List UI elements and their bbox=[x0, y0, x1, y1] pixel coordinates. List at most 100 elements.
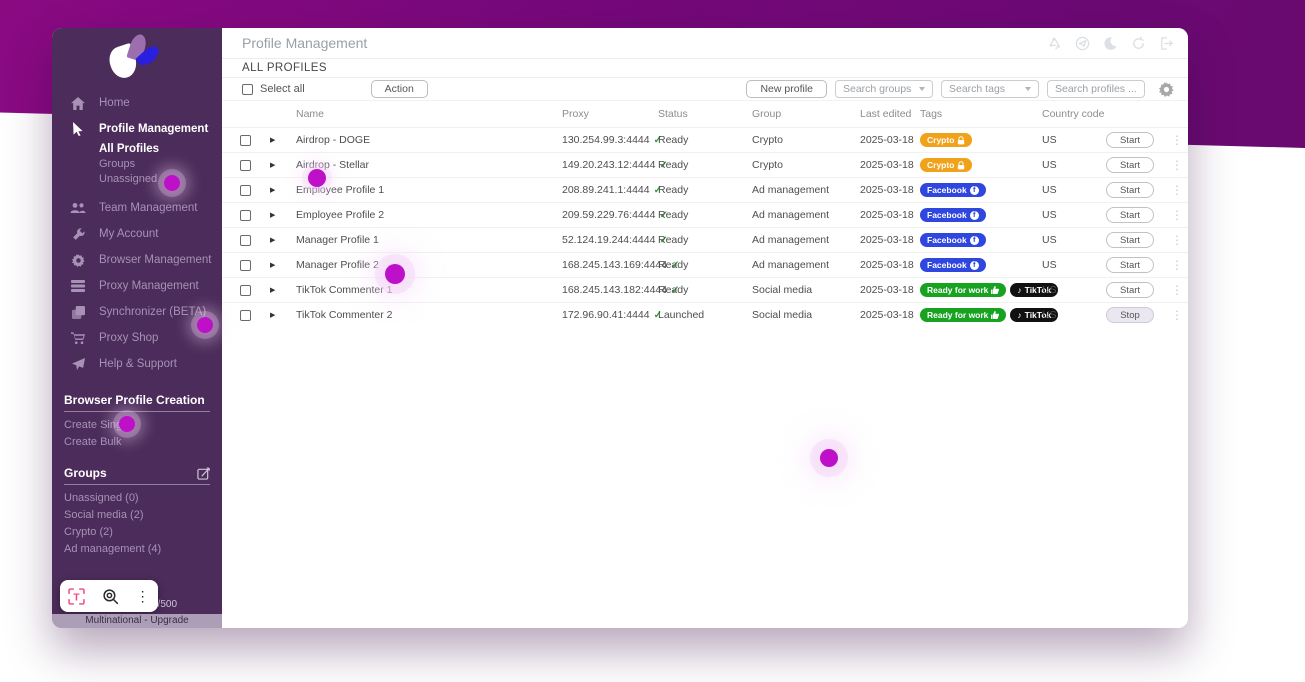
row-menu-icon[interactable]: ⋮ bbox=[1171, 158, 1183, 172]
expand-arrow-icon[interactable]: ▶ bbox=[270, 137, 276, 144]
sidebar-item-unassigned[interactable]: Unassigned bbox=[99, 173, 158, 185]
group-item-social-media[interactable]: Social media (2) bbox=[64, 508, 144, 521]
sidebar-item-all-profiles[interactable]: All Profiles bbox=[99, 143, 160, 155]
start-button[interactable]: Start bbox=[1106, 257, 1154, 273]
proxy-cell: 130.254.99.3:4444 ✓ bbox=[562, 134, 662, 146]
sidebar-item-create-bulk[interactable]: Create Bulk bbox=[64, 435, 122, 448]
col-status[interactable]: Status bbox=[658, 108, 688, 120]
row-menu-icon[interactable]: ⋮ bbox=[1171, 308, 1183, 322]
expand-arrow-icon[interactable]: ▶ bbox=[270, 262, 276, 269]
tags-cell: Crypto bbox=[920, 158, 1042, 172]
col-proxy[interactable]: Proxy bbox=[562, 108, 589, 120]
recycle-icon[interactable] bbox=[1047, 36, 1062, 51]
row-checkbox[interactable] bbox=[240, 309, 251, 321]
start-button[interactable]: Start bbox=[1106, 182, 1154, 198]
tags-cell: Ready for work ♪ TikTok bbox=[920, 283, 1059, 297]
select-all-checkbox[interactable] bbox=[242, 83, 253, 95]
last-edited: 2025-03-18 bbox=[860, 259, 914, 271]
start-button[interactable]: Start bbox=[1106, 157, 1154, 173]
start-button[interactable]: Start bbox=[1106, 132, 1154, 148]
tab-all-profiles[interactable]: ALL PROFILES bbox=[222, 58, 1188, 78]
sidebar-item-browser-management[interactable]: Browser Management bbox=[52, 247, 222, 273]
row-checkbox[interactable] bbox=[240, 259, 251, 271]
text-capture-icon[interactable]: T bbox=[68, 587, 86, 605]
new-profile-button[interactable]: New profile bbox=[746, 80, 827, 98]
group-item-ad-management[interactable]: Ad management (4) bbox=[64, 542, 162, 555]
stop-button[interactable]: Stop bbox=[1106, 307, 1154, 323]
start-button[interactable]: Start bbox=[1106, 207, 1154, 223]
wrench-icon bbox=[70, 227, 86, 241]
row-menu-icon[interactable]: ⋮ bbox=[1171, 133, 1183, 147]
click-marker bbox=[197, 317, 213, 333]
col-last-edited[interactable]: Last edited bbox=[860, 108, 912, 120]
telegram-icon[interactable] bbox=[1075, 36, 1090, 51]
expand-arrow-icon[interactable]: ▶ bbox=[270, 162, 276, 169]
sidebar-item-create-single[interactable]: Create Single bbox=[64, 418, 131, 431]
sidebar-item-team-management[interactable]: Team Management bbox=[52, 195, 222, 221]
table-row[interactable]: ▶ Employee Profile 2 209.59.229.76:4444 ✓… bbox=[222, 202, 1188, 227]
start-button[interactable]: Start bbox=[1106, 282, 1154, 298]
sidebar-item-proxy-management[interactable]: Proxy Management bbox=[52, 273, 222, 299]
row-checkbox[interactable] bbox=[240, 284, 251, 296]
col-name[interactable]: Name bbox=[296, 108, 325, 120]
row-menu-icon[interactable]: ⋮ bbox=[1171, 283, 1183, 297]
action-button[interactable]: Action bbox=[370, 80, 428, 98]
sidebar-item-help-support[interactable]: Help & Support bbox=[52, 351, 222, 377]
last-edited: 2025-03-18 bbox=[860, 309, 914, 321]
row-menu-icon[interactable]: ⋮ bbox=[1171, 258, 1183, 272]
search-tags-select[interactable]: Search tags bbox=[941, 80, 1039, 98]
expand-arrow-icon[interactable]: ▶ bbox=[270, 287, 276, 294]
group: Social media bbox=[752, 309, 813, 321]
table-row[interactable]: ▶ Airdrop - DOGE 130.254.99.3:4444 ✓ Read… bbox=[222, 127, 1188, 152]
row-checkbox[interactable] bbox=[240, 159, 251, 171]
col-group[interactable]: Group bbox=[752, 108, 782, 120]
table-row[interactable]: ▶ Employee Profile 1 208.89.241.1:4444 ✓ … bbox=[222, 177, 1188, 202]
tag-crypto: Crypto bbox=[920, 133, 973, 147]
dark-mode-moon-icon[interactable] bbox=[1103, 36, 1118, 51]
row-menu-icon[interactable]: ⋮ bbox=[1171, 208, 1183, 222]
row-checkbox[interactable] bbox=[240, 134, 251, 146]
capture-menu-icon[interactable]: ⋮ bbox=[135, 587, 150, 604]
sidebar-item-groups[interactable]: Groups bbox=[99, 158, 136, 170]
row-checkbox[interactable] bbox=[240, 234, 251, 246]
table-row[interactable]: ▶ TikTok Commenter 1 168.245.143.182:444… bbox=[222, 277, 1188, 302]
start-button[interactable]: Start bbox=[1106, 232, 1154, 248]
col-country[interactable]: Country code bbox=[1042, 108, 1105, 120]
table-settings-gear-icon[interactable] bbox=[1159, 81, 1174, 97]
row-menu-icon[interactable]: ⋮ bbox=[1171, 183, 1183, 197]
sidebar-item-profile-management[interactable]: Profile Management bbox=[52, 116, 222, 142]
profile-name: Manager Profile 2 bbox=[296, 259, 379, 271]
row-menu-icon[interactable]: ⋮ bbox=[1171, 233, 1183, 247]
sidebar-item-proxy-shop[interactable]: Proxy Shop bbox=[52, 325, 222, 351]
tag-facebook: Facebook f bbox=[920, 208, 986, 222]
last-edited: 2025-03-18 bbox=[860, 234, 914, 246]
table-row[interactable]: ▶ Manager Profile 2 168.245.143.169:4444… bbox=[222, 252, 1188, 277]
sidebar-item-home[interactable]: Home bbox=[52, 90, 222, 116]
col-tags[interactable]: Tags bbox=[920, 108, 943, 120]
search-lens-icon[interactable] bbox=[102, 588, 119, 605]
country-code: US bbox=[1042, 134, 1057, 146]
logout-icon[interactable] bbox=[1159, 36, 1174, 51]
row-checkbox[interactable] bbox=[240, 184, 251, 196]
expand-arrow-icon[interactable]: ▶ bbox=[270, 187, 276, 194]
search-groups-select[interactable]: Search groups bbox=[835, 80, 933, 98]
click-marker bbox=[385, 264, 405, 284]
sidebar-item-synchronizer[interactable]: Synchronizer (BETA) bbox=[52, 299, 222, 325]
table-row[interactable]: ▶ Airdrop - Stellar 149.20.243.12:4444 ✓ … bbox=[222, 152, 1188, 177]
table-row[interactable]: ▶ TikTok Commenter 2 172.96.90.41:4444 ✓ … bbox=[222, 302, 1188, 327]
refresh-icon[interactable] bbox=[1131, 35, 1146, 51]
expand-arrow-icon[interactable]: ▶ bbox=[270, 212, 276, 219]
sidebar-item-my-account[interactable]: My Account bbox=[52, 221, 222, 247]
table-row[interactable]: ▶ Manager Profile 1 52.124.19.244:4444 ✓ … bbox=[222, 227, 1188, 252]
copy-icon bbox=[70, 305, 86, 319]
expand-arrow-icon[interactable]: ▶ bbox=[270, 312, 276, 319]
plan-banner[interactable]: Multinational - Upgrade bbox=[52, 614, 222, 628]
group-item-crypto[interactable]: Crypto (2) bbox=[64, 525, 113, 538]
row-checkbox[interactable] bbox=[240, 209, 251, 221]
search-profiles-input[interactable] bbox=[1047, 80, 1145, 98]
expand-arrow-icon[interactable]: ▶ bbox=[270, 237, 276, 244]
proxy-cell: 208.89.241.1:4444 ✓ bbox=[562, 184, 662, 196]
group-item-unassigned[interactable]: Unassigned (0) bbox=[64, 491, 139, 504]
edit-groups-icon[interactable] bbox=[197, 467, 210, 480]
groups-list: Unassigned (0) Social media (2) Crypto (… bbox=[64, 489, 222, 557]
